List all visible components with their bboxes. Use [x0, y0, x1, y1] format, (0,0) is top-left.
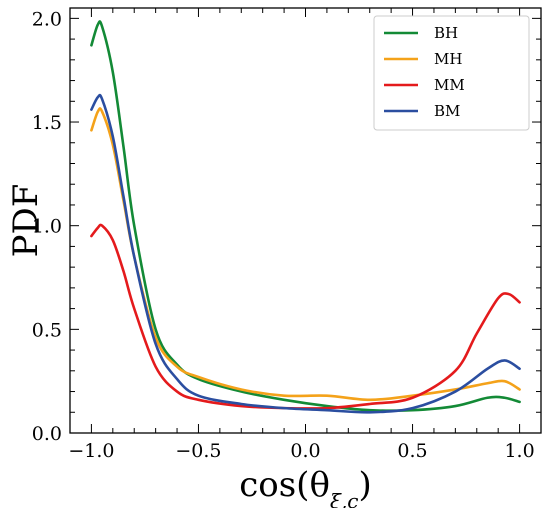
y-axis-title: PDF	[6, 184, 46, 258]
x-tick-label: 1.0	[504, 440, 534, 462]
legend-label: MH	[434, 50, 462, 68]
legend-box	[373, 15, 530, 131]
series-line-mm	[90, 223, 521, 410]
x-tick-label: 0.0	[290, 440, 320, 462]
x-tick-label: −0.5	[175, 440, 221, 462]
x-axis-title: cos(θξ,c)	[239, 465, 372, 508]
series-line-bh	[90, 20, 521, 413]
y-tick-label: 1.5	[32, 112, 62, 134]
series-line-bm	[90, 93, 521, 414]
axis-tick-labels: −1.0 −0.5 0.0 0.5 1.0 0.0 0.5 1.0 1.5 2.0	[32, 8, 535, 462]
legend-items: BH MH MM BM	[384, 24, 465, 120]
y-tick-label: 2.0	[32, 8, 62, 30]
legend-label: BM	[434, 102, 460, 120]
legend: BH MH MM BM	[373, 15, 530, 131]
y-tick-label: 1.0	[32, 216, 62, 238]
y-tick-label: 0.0	[32, 423, 62, 445]
legend-label: MM	[434, 76, 465, 94]
series-line-mh	[90, 107, 521, 402]
y-tick-label: 0.5	[32, 319, 62, 341]
legend-label: BH	[434, 24, 458, 42]
series-lines	[90, 20, 521, 414]
x-tick-label: −1.0	[68, 440, 114, 462]
x-tick-label: 0.5	[397, 440, 427, 462]
axis-ticks	[70, 8, 541, 434]
